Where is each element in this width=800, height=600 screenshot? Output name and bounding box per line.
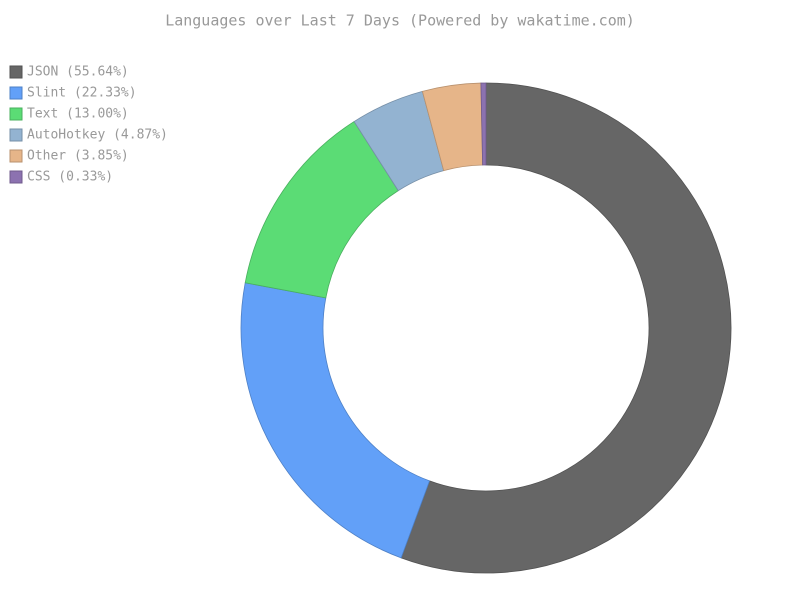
- legend-swatch: [9, 65, 23, 79]
- legend-label: CSS (0.33%): [27, 170, 113, 185]
- legend-swatch: [9, 149, 23, 163]
- legend-swatch: [9, 128, 23, 142]
- slice: [240, 282, 431, 559]
- legend-label: AutoHotkey (4.87%): [27, 128, 168, 143]
- slice: [480, 82, 487, 166]
- legend-swatch: [9, 107, 23, 121]
- legend-label: JSON (55.64%): [27, 65, 129, 80]
- legend-swatch: [9, 86, 23, 100]
- legend-swatch: [9, 170, 23, 184]
- slice: [400, 82, 732, 574]
- legend-label: Other (3.85%): [27, 149, 129, 164]
- legend-label: Text (13.00%): [27, 107, 129, 122]
- legend-label: Slint (22.33%): [27, 86, 137, 101]
- chart-title: Languages over Last 7 Days (Powered by w…: [165, 12, 635, 30]
